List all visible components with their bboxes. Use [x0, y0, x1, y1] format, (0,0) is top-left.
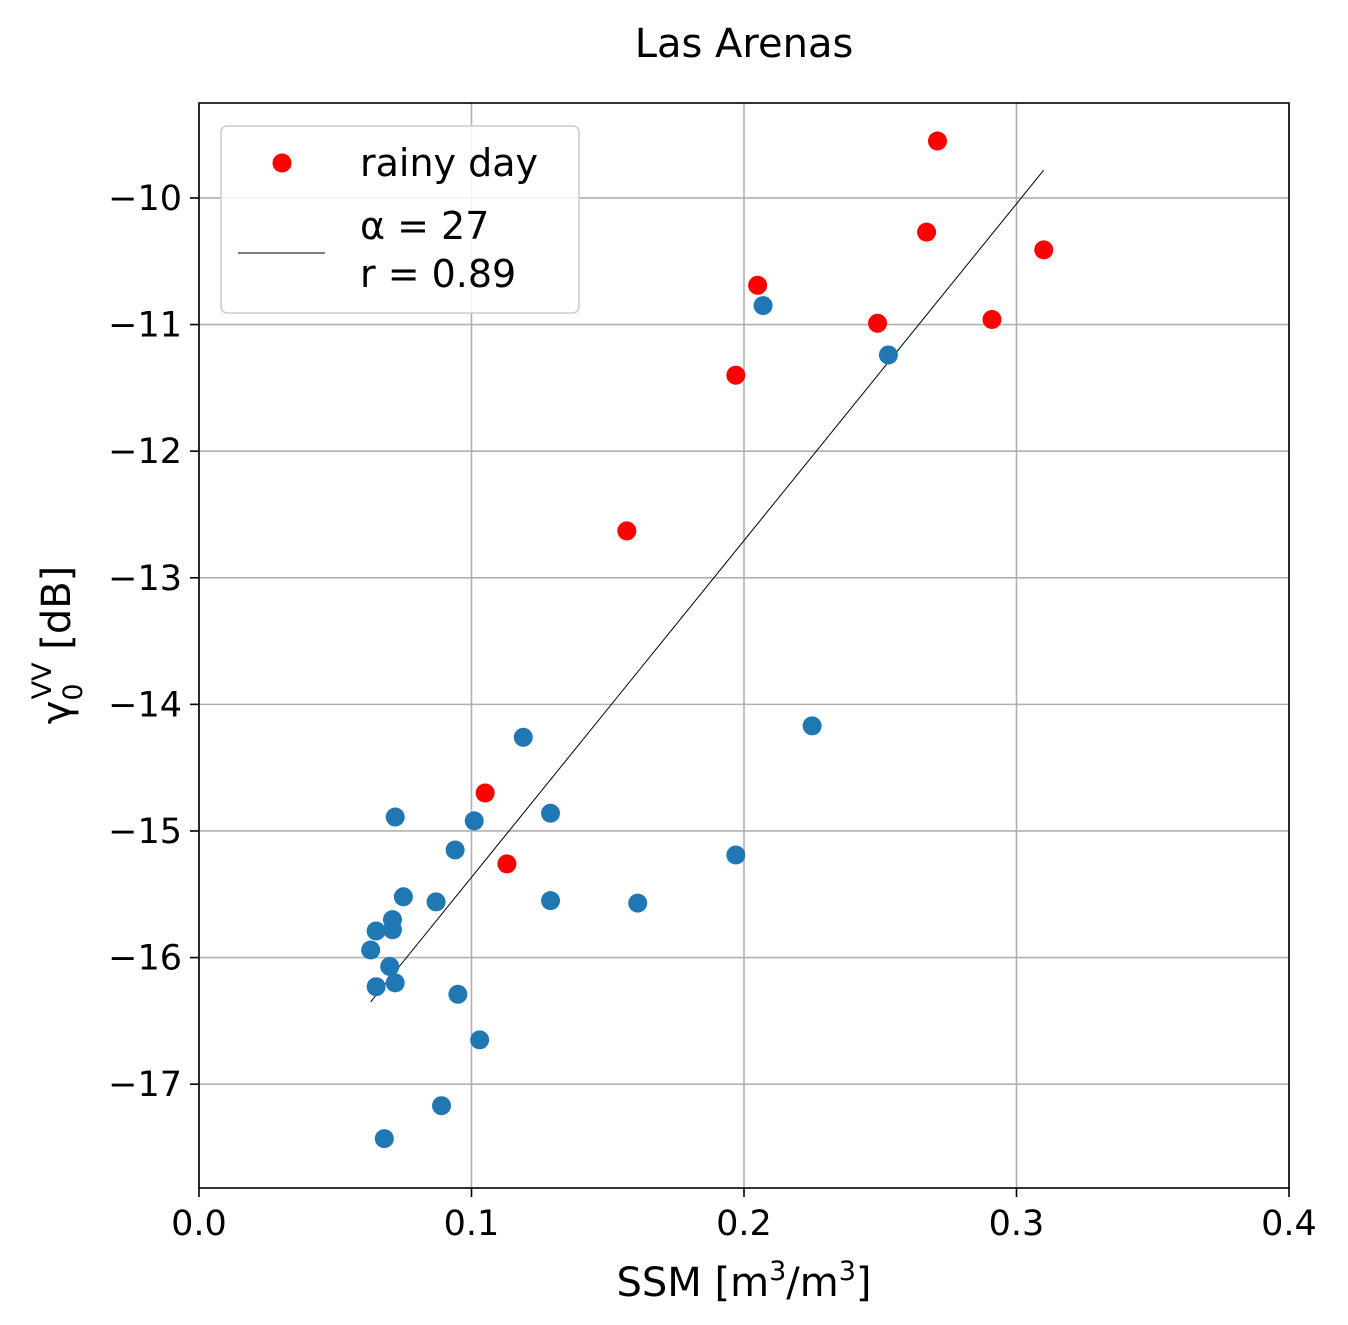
- rainy-day-point: [617, 521, 637, 541]
- dry-day-point: [366, 977, 386, 997]
- x-tick-label: 0.4: [1261, 1204, 1317, 1244]
- rainy-day-point: [748, 275, 768, 295]
- legend-r-label: r = 0.89: [360, 252, 516, 296]
- dry-day-point: [541, 803, 561, 823]
- legend-rainy-label: rainy day: [360, 141, 538, 185]
- y-tick-label: −16: [108, 939, 182, 979]
- dry-day-point: [374, 1129, 394, 1149]
- x-axis-label: SSM [m3/m3]: [616, 1256, 871, 1306]
- dry-day-point: [366, 921, 386, 941]
- dry-day-point: [432, 1096, 452, 1116]
- dry-day-point: [726, 845, 746, 865]
- y-tick-label: −10: [108, 179, 182, 219]
- rainy-day-point: [1034, 240, 1054, 260]
- rainy-day-point: [982, 309, 1002, 329]
- y-tick-label: −11: [108, 306, 182, 346]
- dry-day-point: [513, 727, 533, 747]
- y-tick-label: −14: [108, 685, 182, 725]
- fit-line-layer: [370, 169, 1045, 1003]
- x-tick-label: 0.3: [989, 1204, 1045, 1244]
- dry-day-point: [380, 956, 400, 976]
- dry-day-point: [464, 811, 484, 831]
- legend-box: [220, 125, 580, 314]
- legend-rainy-marker: [272, 153, 292, 173]
- dry-day-point: [426, 892, 446, 912]
- y-tick-label: −13: [108, 559, 182, 599]
- dry-day-point: [628, 893, 648, 913]
- dry-day-point: [385, 807, 405, 827]
- rainy-day-point: [726, 365, 746, 385]
- rainy-day-point: [868, 313, 888, 333]
- dry-day-point: [382, 920, 402, 940]
- rainy-day-point: [917, 222, 937, 242]
- y-tick-label: −15: [108, 812, 182, 852]
- dry-day-point: [802, 716, 822, 736]
- rainy-day-point: [475, 783, 495, 803]
- dry-day-point: [445, 840, 465, 860]
- dry-day-point: [878, 345, 898, 365]
- dry-day-point: [385, 973, 405, 993]
- points-layer: [361, 131, 1054, 1149]
- dry-day-point: [753, 296, 773, 316]
- dry-day-point: [470, 1030, 490, 1050]
- chart-title: Las Arenas: [635, 21, 854, 67]
- y-tick-label: −12: [108, 432, 182, 472]
- legend-alpha-label: α = 27: [360, 204, 489, 248]
- legend: rainy day α = 27 r = 0.89: [220, 125, 580, 314]
- x-tick-label: 0.2: [716, 1204, 772, 1244]
- x-axis-ticks: 0.0 0.1 0.2 0.3 0.4: [171, 1188, 1317, 1244]
- y-axis-label: γ0VV [dB]: [27, 566, 89, 725]
- x-tick-label: 0.1: [444, 1204, 500, 1244]
- rainy-day-point: [497, 854, 517, 874]
- dry-day-point: [448, 984, 468, 1004]
- rainy-day-point: [927, 131, 947, 151]
- y-tick-label: −17: [108, 1065, 182, 1105]
- dry-day-point: [541, 891, 561, 911]
- dry-day-point: [393, 887, 413, 907]
- y-axis-ticks: −17 −16 −15 −14 −13 −12 −11 −10: [108, 179, 199, 1105]
- dry-day-point: [361, 940, 381, 960]
- x-tick-label: 0.0: [171, 1204, 227, 1244]
- fit-line: [370, 169, 1045, 1003]
